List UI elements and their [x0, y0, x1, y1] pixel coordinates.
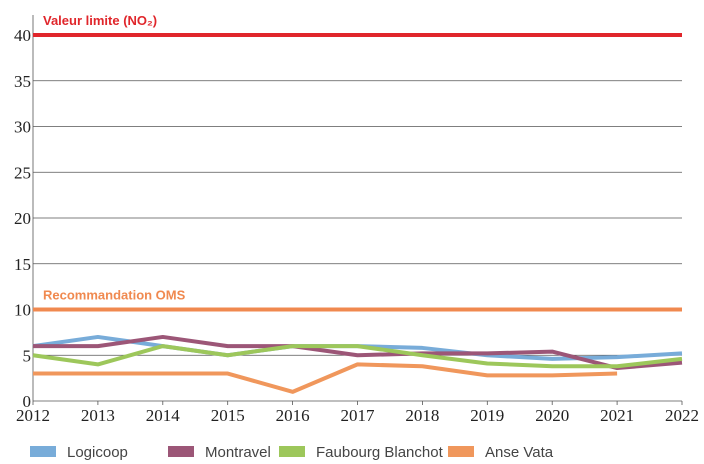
series-line — [33, 334, 683, 371]
x-tick-label: 2021 — [600, 406, 634, 425]
y-tick-label: 25 — [14, 163, 31, 182]
legend-label: Faubourg Blanchot — [316, 444, 444, 461]
legend-swatch — [448, 446, 474, 457]
y-tick-label: 5 — [23, 346, 32, 365]
series-line — [32, 344, 683, 369]
y-tick-label: 40 — [14, 26, 31, 45]
x-tick-label: 2016 — [276, 406, 310, 425]
x-tick-label: 2017 — [341, 406, 376, 425]
x-tick-label: 2014 — [146, 406, 181, 425]
x-tick-label: 2015 — [211, 406, 245, 425]
y-tick-label: 0 — [23, 392, 32, 411]
x-tick-label: 2013 — [81, 406, 115, 425]
y-tick-label: 35 — [14, 72, 31, 91]
legend-swatch — [279, 446, 305, 457]
x-tick-label: 2022 — [665, 406, 699, 425]
x-tick-label: 2020 — [535, 406, 569, 425]
reference-label: Recommandation OMS — [43, 288, 186, 303]
x-tick-label: 2018 — [405, 406, 439, 425]
x-tick-label: 2012 — [16, 406, 50, 425]
legend-label: Logicoop — [67, 444, 128, 461]
y-tick-label: 20 — [14, 209, 31, 228]
series-line — [33, 362, 618, 394]
y-tick-label: 10 — [14, 301, 31, 320]
reference-label: Valeur limite (NO₂) — [43, 13, 157, 28]
legend-swatch — [30, 446, 56, 457]
x-tick-label: 2019 — [470, 406, 504, 425]
y-tick-label: 15 — [14, 255, 31, 274]
legend-label: Montravel — [205, 444, 271, 461]
y-tick-label: 30 — [14, 118, 31, 137]
legend-label: Anse Vata — [485, 444, 554, 461]
legend-swatch — [168, 446, 194, 457]
